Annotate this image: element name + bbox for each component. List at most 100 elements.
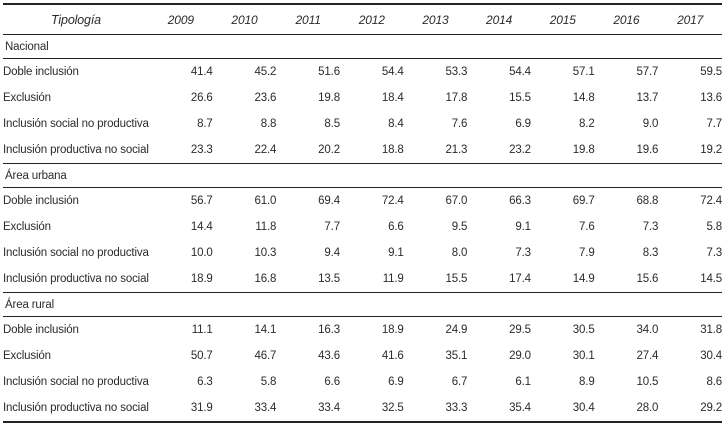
value-cell: 8.2 (579, 118, 595, 130)
table-row: Inclusión social no productiva 6.3 5.8 6.6 6… (3, 369, 722, 395)
row-label: Inclusión productiva no social (3, 144, 149, 156)
value-cell: 22.4 (254, 144, 277, 156)
value-cell: 41.4 (190, 66, 213, 78)
section-title: Área urbana (3, 163, 722, 188)
value-cell: 5.8 (260, 376, 277, 388)
row-label: Doble inclusión (3, 195, 79, 207)
row-label: Doble inclusión (3, 324, 79, 336)
value-cell: 9.1 (515, 221, 531, 233)
value-cell: 19.8 (318, 92, 340, 104)
value-cell: 53.3 (445, 66, 468, 78)
value-cell: 59.5 (700, 66, 722, 78)
value-cell: 30.4 (572, 402, 595, 414)
data-table: Tipología 2009 2010 2011 2012 2013 2014 2015 20… (3, 3, 722, 423)
value-cell: 10.5 (636, 376, 659, 388)
value-cell: 29.5 (509, 324, 531, 336)
year-column-header: 2017 (658, 4, 722, 35)
table-row: Inclusión productiva no social 31.9 33.4 33… (3, 395, 722, 422)
value-cell: 15.5 (445, 273, 468, 285)
value-cell: 9.4 (324, 247, 340, 259)
row-label: Doble inclusión (3, 66, 79, 78)
year-column-header: 2010 (212, 4, 277, 35)
table-row: Doble inclusión 41.4 45.2 51.6 54.4 53.3 54.4 5… (3, 59, 722, 86)
value-cell: 18.8 (381, 144, 404, 156)
value-cell: 10.3 (254, 247, 277, 259)
value-cell: 54.4 (381, 66, 404, 78)
section-header-row: Nacional (3, 34, 722, 59)
value-cell: 33.4 (254, 402, 277, 414)
value-cell: 6.6 (324, 376, 340, 388)
value-cell: 68.8 (636, 195, 659, 207)
value-cell: 32.5 (381, 402, 404, 414)
value-cell: 33.3 (445, 402, 468, 414)
value-cell: 6.6 (388, 221, 404, 233)
value-cell: 14.1 (254, 324, 277, 336)
value-cell: 72.4 (381, 195, 404, 207)
value-cell: 15.6 (636, 273, 659, 285)
value-cell: 9.5 (451, 221, 468, 233)
value-cell: 45.2 (254, 66, 277, 78)
value-cell: 17.8 (445, 92, 468, 104)
row-label: Inclusión social no productiva (3, 247, 149, 259)
value-cell: 18.4 (381, 92, 404, 104)
value-cell: 8.7 (197, 118, 213, 130)
header-row: Tipología 2009 2010 2011 2012 2013 2014 2015 20… (3, 4, 722, 35)
value-cell: 13.5 (318, 273, 340, 285)
value-cell: 8.5 (324, 118, 340, 130)
year-column-header: 2016 (594, 4, 659, 35)
year-column-header: 2012 (339, 4, 404, 35)
value-cell: 67.0 (445, 195, 468, 207)
section-title: Nacional (3, 34, 722, 59)
table-row: Doble inclusión 56.7 61.0 69.4 72.4 67.0 66.3 6… (3, 188, 722, 215)
row-label: Inclusión social no productiva (3, 376, 149, 388)
value-cell: 7.3 (515, 247, 531, 259)
value-cell: 7.9 (579, 247, 595, 259)
value-cell: 50.7 (190, 350, 213, 362)
value-cell: 9.0 (642, 118, 659, 130)
value-cell: 56.7 (190, 195, 213, 207)
value-cell: 27.4 (636, 350, 659, 362)
value-cell: 11.9 (382, 273, 404, 285)
value-cell: 66.3 (509, 195, 531, 207)
row-label: Exclusión (3, 221, 51, 233)
value-cell: 30.1 (572, 350, 595, 362)
table-row: Exclusión 50.7 46.7 43.6 41.6 35.1 29.0 30.1 27.… (3, 343, 722, 369)
value-cell: 24.9 (445, 324, 468, 336)
value-cell: 7.3 (706, 247, 722, 259)
value-cell: 11.8 (255, 221, 277, 233)
value-cell: 35.1 (445, 350, 468, 362)
value-cell: 72.4 (700, 195, 722, 207)
value-cell: 57.7 (636, 66, 659, 78)
value-cell: 15.5 (509, 92, 531, 104)
value-cell: 14.4 (190, 221, 213, 233)
row-label: Inclusión productiva no social (3, 402, 149, 414)
value-cell: 51.6 (318, 66, 340, 78)
value-cell: 7.7 (706, 118, 722, 130)
value-cell: 54.4 (509, 66, 531, 78)
table-row: Exclusión 14.4 11.8 7.7 6.6 9.5 9.1 7.6 7.3 5.8 (3, 214, 722, 240)
value-cell: 6.7 (451, 376, 468, 388)
value-cell: 23.2 (509, 144, 531, 156)
row-label: Inclusión productiva no social (3, 273, 149, 285)
value-cell: 7.7 (324, 221, 340, 233)
table-row: Doble inclusión 11.1 14.1 16.3 18.9 24.9 29.5 3… (3, 317, 722, 344)
year-column-header: 2015 (530, 4, 595, 35)
value-cell: 14.8 (572, 92, 595, 104)
value-cell: 6.9 (388, 376, 404, 388)
value-cell: 10.0 (190, 247, 213, 259)
value-cell: 26.6 (190, 92, 213, 104)
year-column-header: 2011 (276, 4, 340, 35)
value-cell: 6.1 (515, 376, 531, 388)
table-body: Nacional Doble inclusión 41.4 45.2 51.6 54.4 5… (3, 34, 722, 423)
year-column-header: 2013 (403, 4, 468, 35)
value-cell: 8.8 (260, 118, 277, 130)
value-cell: 13.6 (700, 92, 722, 104)
value-cell: 19.8 (572, 144, 595, 156)
value-cell: 18.9 (190, 273, 213, 285)
value-cell: 29.2 (700, 402, 722, 414)
value-cell: 23.6 (254, 92, 277, 104)
value-cell: 19.2 (700, 144, 722, 156)
table-row: Exclusión 26.6 23.6 19.8 18.4 17.8 15.5 14.8 13.… (3, 85, 722, 111)
year-column-header: 2009 (149, 4, 213, 35)
